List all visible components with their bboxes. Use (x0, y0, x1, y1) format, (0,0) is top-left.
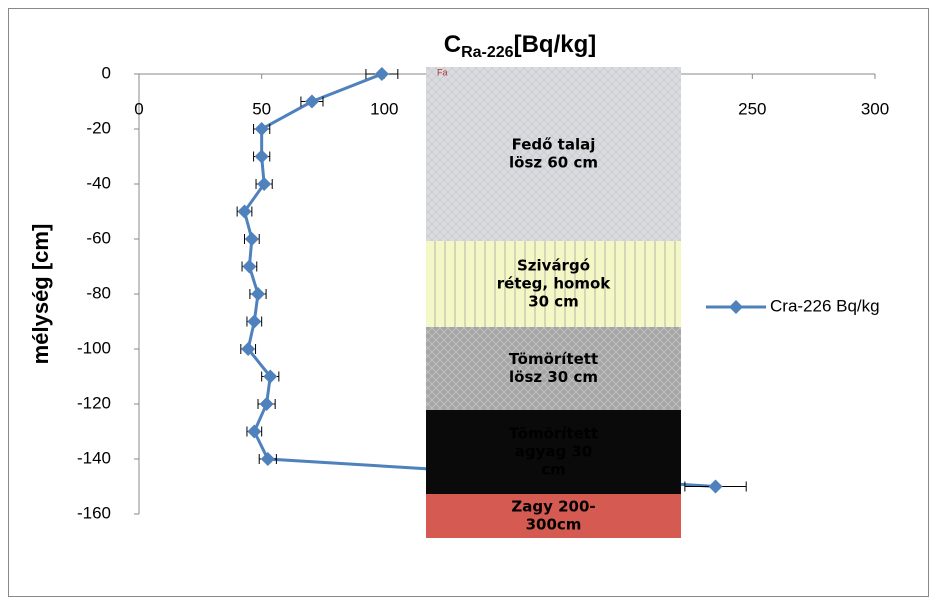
series-line (242, 72, 716, 488)
point (260, 452, 275, 466)
soil-layer-box (426, 494, 681, 538)
x-tick-label: 300 (861, 99, 889, 118)
point (247, 424, 262, 439)
y-tick-label: -60 (86, 228, 111, 247)
point (708, 479, 723, 494)
legend-label: Cra-226 Bq/kg (770, 296, 880, 315)
soil-layer-label: agyag 30 (515, 443, 593, 461)
y-tick-label: -160 (77, 503, 111, 522)
soil-layer-label: Tömörített (509, 425, 598, 443)
y-tick-label: -80 (86, 283, 111, 302)
x-tick-label: 0 (134, 99, 143, 118)
layer-pattern (426, 241, 681, 327)
y-tick-label: 0 (102, 63, 111, 82)
point (242, 259, 257, 274)
layer-pattern (426, 327, 681, 410)
y-tick-label: -40 (86, 173, 111, 192)
soil-layer-label: Fedő talaj (512, 136, 596, 154)
y-tick-label: -140 (77, 448, 111, 467)
point (263, 369, 278, 384)
soil-layer-label: 30 cm (528, 293, 579, 311)
y-tick-label: -120 (77, 393, 111, 412)
soil-layer-box (426, 410, 681, 494)
point (250, 287, 265, 301)
layer-pattern (426, 67, 681, 241)
point (247, 314, 262, 329)
point (241, 342, 256, 356)
point (304, 94, 319, 109)
x-tick-label: 100 (370, 99, 398, 118)
soil-layer: Zagy 200-300cm (426, 494, 681, 538)
x-tick-label: 50 (252, 99, 271, 118)
y-tick-label: -20 (86, 118, 111, 137)
y-tick-label: -100 (77, 338, 111, 357)
point (259, 397, 274, 411)
y-axis-label: mélység [cm] (28, 224, 53, 365)
point (254, 149, 269, 164)
legend-marker (729, 300, 743, 314)
soil-layer-label: Szivárgó (517, 257, 590, 275)
annotation: Fa (437, 67, 448, 77)
point (257, 177, 272, 191)
point (237, 204, 252, 219)
point (254, 122, 269, 136)
soil-layer-label: cm (541, 461, 566, 479)
soil-layer-label: Tömörített (509, 350, 598, 368)
soil-layer-label: lösz 60 cm (509, 154, 598, 172)
soil-layer-label: réteg, homok (497, 275, 611, 293)
soil-layer-label: Zagy 200- (511, 498, 595, 516)
point (374, 67, 389, 81)
x-tick-label: 250 (738, 99, 766, 118)
chart-title: CRa-226[Bq/kg] (444, 31, 596, 61)
soil-layer-label: 300cm (526, 516, 582, 534)
soil-layer-label: lösz 30 cm (509, 368, 598, 386)
point (244, 232, 259, 246)
